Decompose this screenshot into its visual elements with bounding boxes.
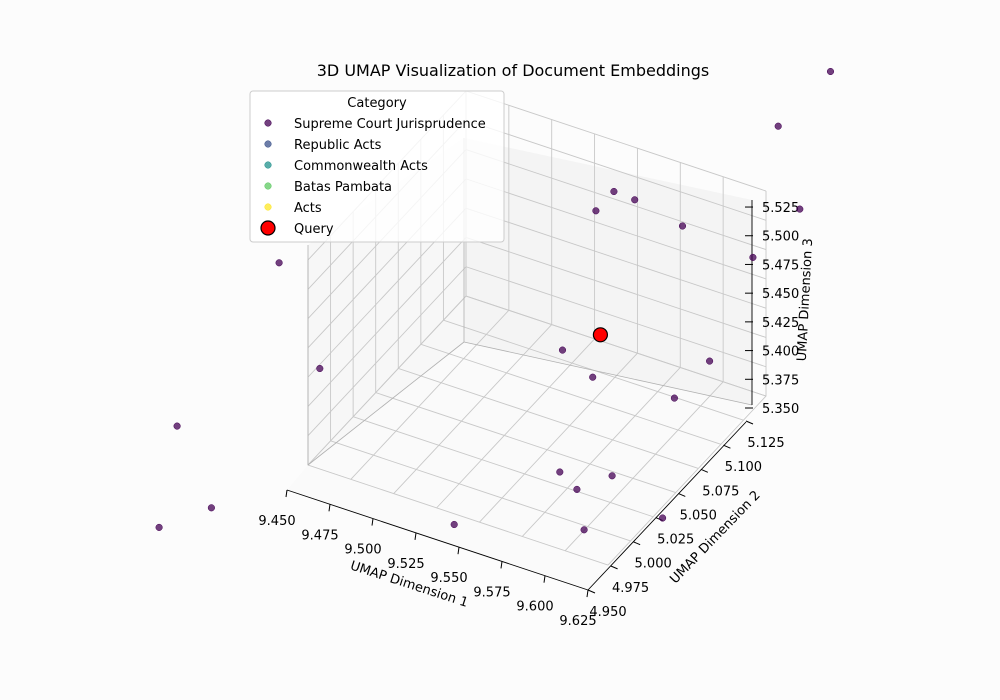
- data-point-0-10: [670, 394, 678, 402]
- data-point-0-11: [558, 346, 567, 354]
- x-tick-mark-1: [328, 504, 331, 512]
- y-tick-mark-2: [632, 541, 641, 546]
- data-point-0-2: [631, 196, 639, 204]
- x-tick-mark-0: [285, 489, 288, 498]
- z-gridline-0: [307, 295, 767, 466]
- y-tick-label-1: 4.975: [612, 581, 649, 596]
- z-gridline-1: [307, 266, 767, 437]
- legend: Category Supreme Court Jurisprudence Repu…: [249, 90, 505, 243]
- pane-edge-left-bottom: [307, 341, 465, 466]
- z-tick-label-7: 5.525: [762, 201, 799, 216]
- data-point-0-7: [796, 205, 804, 213]
- data-point-0-16: [580, 526, 588, 534]
- legend-marker-3: [264, 182, 272, 190]
- x-tick-label-5: 9.575: [473, 585, 510, 600]
- x-tick-label-0: 9.450: [258, 514, 295, 529]
- legend-marker-0: [264, 119, 272, 127]
- y-tick-mark-0: [587, 589, 596, 594]
- z-tick-label-6: 5.500: [762, 230, 799, 245]
- y-tick-label-4: 5.050: [680, 508, 717, 523]
- x-tick-mark-5: [500, 561, 503, 569]
- data-point-0-12: [589, 373, 597, 381]
- x-axis-line: [286, 489, 589, 591]
- x-tick-mark-2: [371, 518, 374, 526]
- z-tick-label-4: 5.450: [762, 287, 799, 302]
- legend-label-2: Commonwealth Acts: [294, 159, 428, 174]
- z-tick-label-0: 5.350: [762, 402, 799, 417]
- legend-label-4: Acts: [294, 201, 322, 216]
- z-tick-label-3: 5.425: [762, 316, 799, 331]
- z-tick-label-2: 5.400: [762, 345, 799, 360]
- data-point-0-18: [450, 520, 458, 529]
- data-point-0-15: [608, 472, 616, 480]
- y-tick-label-7: 5.125: [747, 436, 784, 451]
- y-tick-label-6: 5.100: [725, 460, 762, 475]
- x-tick-mark-6: [543, 575, 546, 583]
- x-tick-label-2: 9.500: [344, 543, 381, 558]
- data-point-0-17: [659, 514, 667, 522]
- z-axis-label: UMAP Dimension 3: [795, 238, 816, 362]
- x-tick-label-4: 9.550: [430, 571, 467, 586]
- x-tick-label-1: 9.475: [301, 528, 338, 543]
- axis-ticks: 9.450 9.475 9.500 9.525 9.550 9.575 9.600 9.625…: [258, 201, 799, 629]
- data-point-0-5: [774, 122, 782, 130]
- query-point-1-0: [592, 327, 609, 343]
- legend-title: Category: [347, 96, 407, 111]
- x-tick-label-7: 9.625: [559, 614, 596, 629]
- legend-label-3: Batas Pambata: [294, 180, 392, 195]
- data-point-0-8: [749, 253, 757, 261]
- x-tick-mark-7: [586, 589, 589, 598]
- data-point-0-19: [316, 364, 324, 373]
- chart-title: 3D UMAP Visualization of Document Embedd…: [317, 61, 710, 80]
- y-tick-label-5: 5.075: [702, 484, 739, 499]
- data-point-0-22: [155, 523, 163, 531]
- z-tick-label-1: 5.375: [762, 373, 799, 388]
- data-points: [155, 67, 835, 534]
- floor-pane: [287, 342, 752, 590]
- y-tick-mark-4: [678, 492, 686, 497]
- legend-label-0: Supreme Court Jurisprudence: [294, 117, 486, 132]
- data-point-0-6: [826, 67, 835, 76]
- data-point-0-0: [592, 207, 600, 215]
- y-axis-line: [587, 421, 747, 591]
- y-tick-mark-1: [610, 565, 618, 570]
- data-point-0-1: [610, 187, 618, 196]
- pane-edge-back-bottom: [463, 341, 753, 406]
- legend-marker-2: [264, 161, 272, 169]
- legend-marker-1: [264, 140, 272, 148]
- y-tick-label-3: 5.025: [657, 533, 694, 548]
- x-tick-label-6: 9.600: [516, 600, 553, 615]
- y-tick-mark-5: [700, 468, 709, 473]
- x-tick-mark-4: [457, 547, 460, 555]
- legend-label-1: Republic Acts: [294, 138, 382, 153]
- data-point-0-3: [678, 222, 687, 230]
- legend-label-5: Query: [294, 222, 334, 237]
- data-point-0-9: [706, 357, 714, 365]
- legend-marker-5: [260, 220, 276, 236]
- y-tick-mark-7: [745, 420, 754, 425]
- data-point-0-14: [573, 485, 581, 493]
- data-point-0-21: [207, 504, 215, 512]
- data-point-0-20: [173, 422, 181, 430]
- y-tick-label-0: 4.950: [589, 605, 626, 620]
- data-point-0-13: [556, 468, 564, 476]
- x-tick-label-3: 9.525: [387, 557, 424, 572]
- legend-marker-4: [264, 203, 272, 211]
- legend-box: [249, 90, 505, 243]
- y-tick-mark-6: [723, 444, 731, 449]
- z-tick-label-5: 5.475: [762, 258, 799, 273]
- data-point-0-4: [275, 259, 283, 267]
- y-tick-label-2: 5.000: [635, 557, 672, 572]
- axes: [286, 200, 753, 591]
- x-tick-mark-3: [414, 532, 417, 540]
